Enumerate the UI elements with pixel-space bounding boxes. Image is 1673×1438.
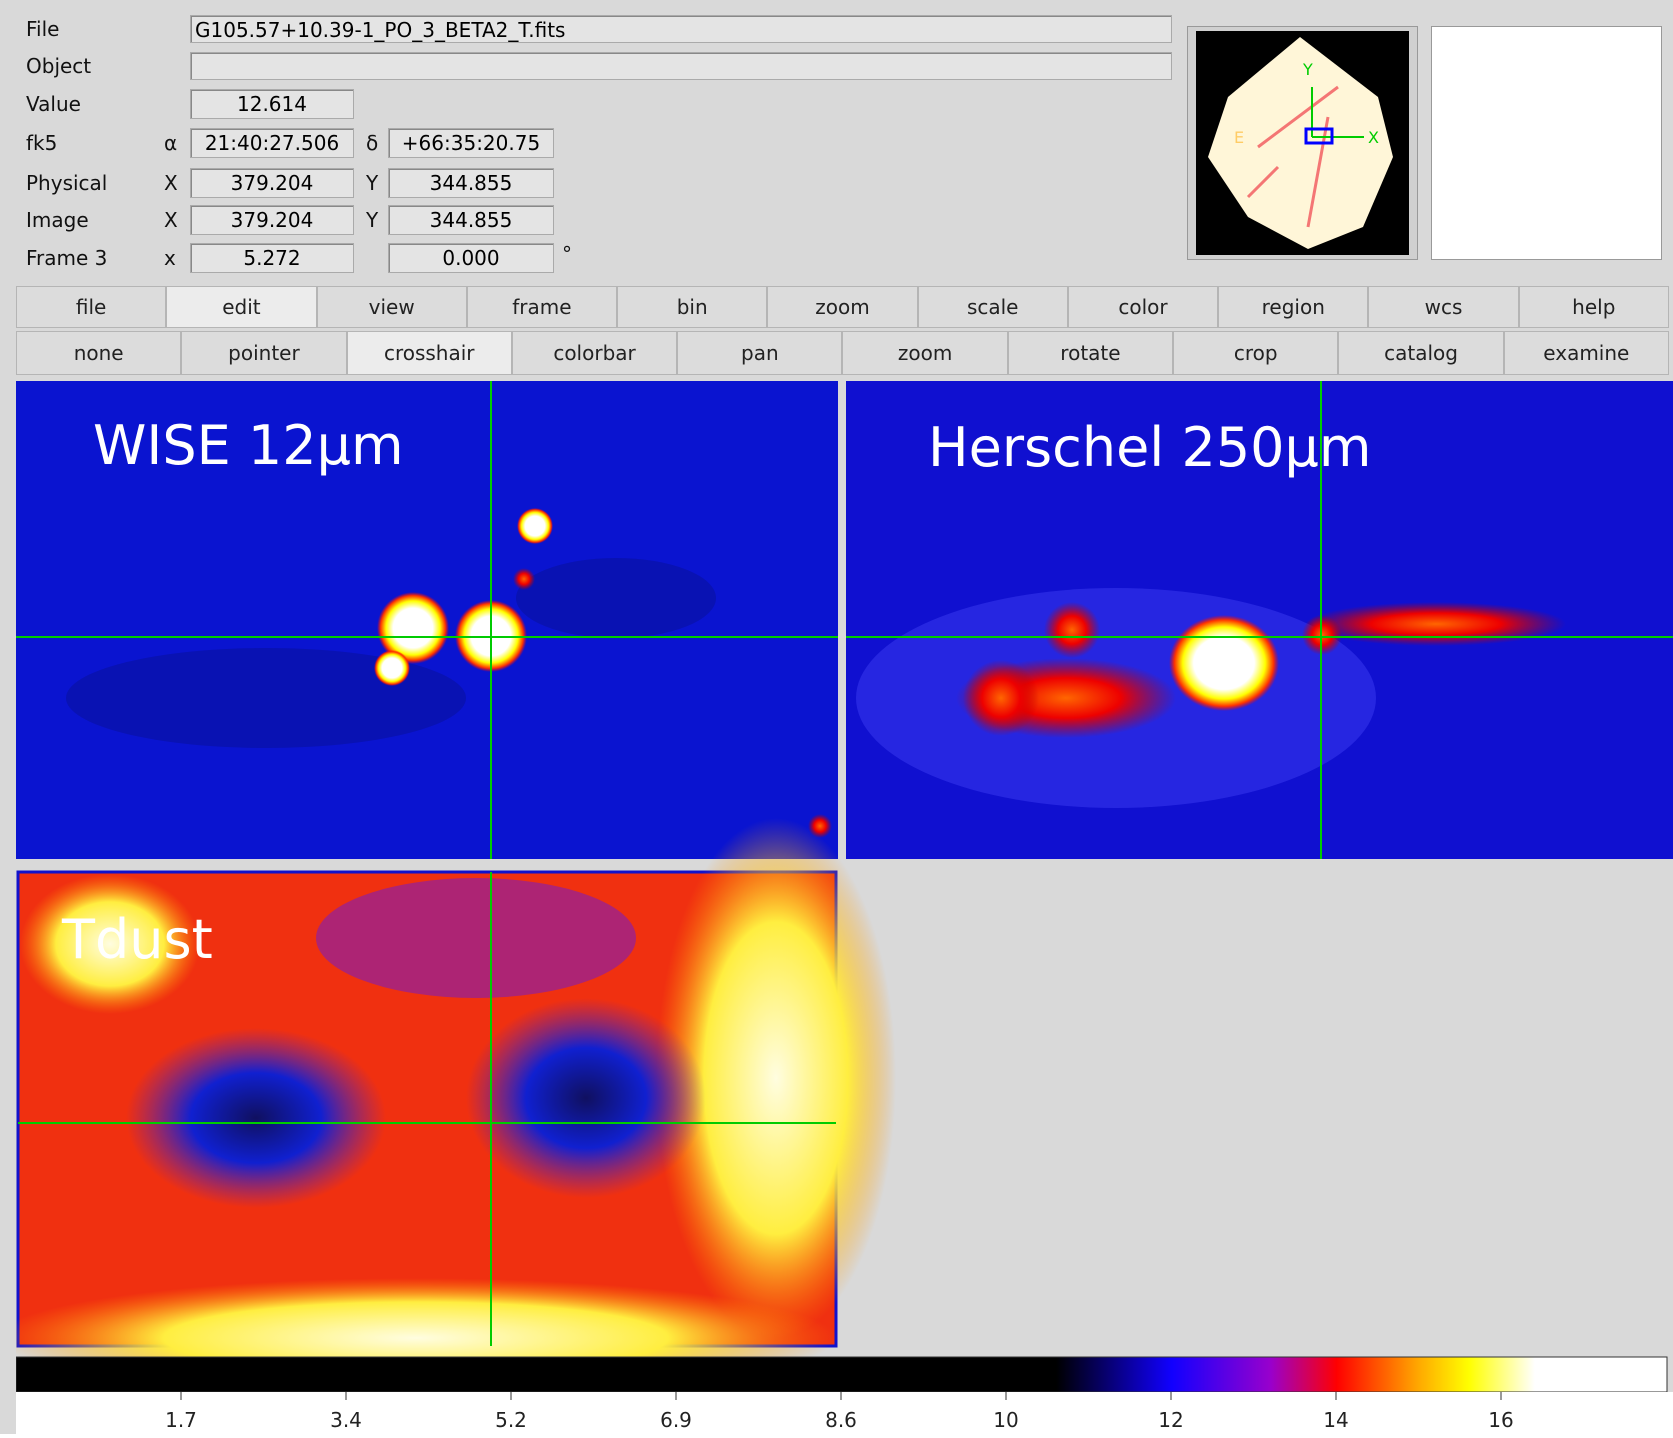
colorbar-tick-label: 10 bbox=[993, 1408, 1018, 1432]
row-label: File bbox=[26, 17, 59, 41]
text-field: 344.855 bbox=[388, 205, 554, 235]
frames-area: WISE 12µm Herschel 250µm Tdust 1.7 3.4 5.2… bbox=[16, 378, 1673, 1438]
mode-button[interactable]: zoom bbox=[842, 331, 1007, 375]
text-field: 5.272 bbox=[190, 243, 354, 273]
frame-1[interactable]: WISE 12µm bbox=[16, 381, 838, 859]
colorbar-tick-label: 3.4 bbox=[330, 1408, 362, 1432]
coord-symbol: x bbox=[164, 246, 176, 270]
menu-button[interactable]: file bbox=[16, 286, 166, 328]
menu-button[interactable]: bin bbox=[617, 286, 767, 328]
coord-symbol: Y bbox=[366, 171, 378, 195]
coord-symbol: Y bbox=[366, 208, 378, 232]
magnifier bbox=[1431, 26, 1662, 260]
mode-button[interactable]: rotate bbox=[1008, 331, 1173, 375]
coord-symbol: X bbox=[164, 171, 178, 195]
colorbar-tick-label: 14 bbox=[1323, 1408, 1348, 1432]
colorbar-tick-label: 8.6 bbox=[825, 1408, 857, 1432]
row-label: Image bbox=[26, 208, 89, 232]
text-field bbox=[190, 52, 1172, 80]
frame-label: WISE 12µm bbox=[93, 414, 404, 477]
frame-2[interactable]: Herschel 250µm bbox=[846, 381, 1673, 859]
menu-button[interactable]: help bbox=[1519, 286, 1669, 328]
unit-label: ° bbox=[562, 242, 572, 266]
panner-label: E bbox=[1234, 128, 1244, 147]
row-label: Object bbox=[26, 54, 91, 78]
menu-button[interactable]: zoom bbox=[767, 286, 917, 328]
coord-symbol: X bbox=[164, 208, 178, 232]
mode-button[interactable]: pointer bbox=[181, 331, 346, 375]
menu-button[interactable]: scale bbox=[918, 286, 1068, 328]
colorbar-tick-label: 6.9 bbox=[660, 1408, 692, 1432]
colorbar-tick-label: 5.2 bbox=[495, 1408, 527, 1432]
mode-button[interactable]: examine bbox=[1504, 331, 1669, 375]
text-field: 379.204 bbox=[190, 168, 354, 198]
mode-button[interactable]: pan bbox=[677, 331, 842, 375]
panner-label: Y bbox=[1302, 60, 1313, 79]
text-field: +66:35:20.75 bbox=[388, 128, 554, 158]
colorbar bbox=[16, 1357, 1667, 1392]
menu-button[interactable]: view bbox=[317, 286, 467, 328]
mode-button[interactable]: crosshair bbox=[347, 331, 512, 375]
text-field: 21:40:27.506 bbox=[190, 128, 354, 158]
panner-image: Y E X bbox=[1188, 27, 1417, 259]
row-label: Frame 3 bbox=[26, 246, 107, 270]
menu-button[interactable]: wcs bbox=[1368, 286, 1518, 328]
text-field: 344.855 bbox=[388, 168, 554, 198]
mode-button[interactable]: catalog bbox=[1338, 331, 1503, 375]
mode-button[interactable]: crop bbox=[1173, 331, 1338, 375]
text-field: G105.57+10.39-1_PO_3_BETA2_T.fits bbox=[190, 15, 1172, 43]
mode-button[interactable]: none bbox=[16, 331, 181, 375]
panner: Y E X bbox=[1187, 26, 1418, 260]
frame-3[interactable]: Tdust bbox=[16, 818, 896, 1398]
menu-button[interactable]: region bbox=[1218, 286, 1368, 328]
row-label: Physical bbox=[26, 171, 107, 195]
coord-symbol: δ bbox=[366, 131, 378, 155]
coord-symbol: α bbox=[164, 131, 177, 155]
menu-button[interactable]: color bbox=[1068, 286, 1218, 328]
frame-label: Herschel 250µm bbox=[928, 416, 1372, 479]
colorbar-tick-label: 16 bbox=[1488, 1408, 1513, 1432]
text-field: 0.000 bbox=[388, 243, 554, 273]
colorbar-tick-label: 1.7 bbox=[165, 1408, 197, 1432]
text-field: 12.614 bbox=[190, 89, 354, 119]
menu-button[interactable]: edit bbox=[166, 286, 316, 328]
ds9-window: File G105.57+10.39-1_PO_3_BETA2_T.fits Obj… bbox=[0, 0, 1673, 1434]
panner-label: X bbox=[1368, 128, 1379, 147]
mode-button[interactable]: colorbar bbox=[512, 331, 677, 375]
menu-button[interactable]: frame bbox=[467, 286, 617, 328]
frame-label: Tdust bbox=[61, 908, 213, 971]
colorbar-tick-label: 12 bbox=[1158, 1408, 1183, 1432]
text-field: 379.204 bbox=[190, 205, 354, 235]
row-label: fk5 bbox=[26, 131, 57, 155]
row-label: Value bbox=[26, 92, 81, 116]
